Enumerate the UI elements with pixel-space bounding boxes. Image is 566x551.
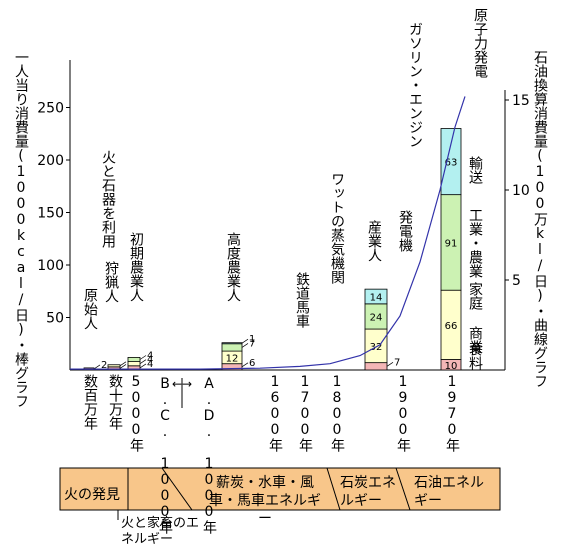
x-label: 1900年 [395, 374, 411, 452]
legend-household: 家庭 商業 [467, 282, 483, 354]
annotation-watt: ワットの蒸気機関 [329, 172, 345, 284]
bar-segment [364, 288, 388, 305]
bar-value: 10 [445, 361, 458, 372]
bar-segment [364, 362, 388, 371]
left-tick-label: 200 [37, 153, 64, 169]
x-label: 1800年 [329, 374, 345, 452]
x-label: B.C. 1000年 [157, 376, 173, 534]
timeline-divider [326, 467, 341, 511]
timeline-traditional: 薪炭・水車・風車・馬車エネルギー [209, 475, 321, 527]
bar-segment [221, 342, 243, 345]
bar-segment [127, 361, 141, 367]
legend-food: 食料 [467, 342, 483, 370]
x-label: 数百万年 [82, 374, 98, 430]
x-label: 1600年 [267, 374, 283, 452]
bar-value: 91 [445, 238, 458, 249]
era-label: 高度農業人 [225, 232, 241, 302]
annotation-generator: 発電機 [397, 210, 413, 252]
bar-value: 63 [445, 158, 458, 169]
timeline-layer [59, 467, 501, 520]
era-label: 原始人 [82, 288, 98, 330]
bar-value: 4 [147, 355, 153, 366]
left-tick-label: 150 [37, 206, 64, 222]
era-label: 初期農業人 [128, 232, 144, 302]
bar-value: 7 [394, 357, 400, 368]
bar-segment [440, 128, 462, 196]
bar-value: 12 [226, 353, 239, 364]
bar-value: 4 [147, 351, 153, 362]
bar-value-leader [241, 338, 249, 344]
right-axis-title: 石油換算消費量(100万kl/日)・曲線グラフ [532, 50, 548, 388]
timeline-fire: 火の発見 [64, 487, 120, 503]
bar-value: 66 [445, 321, 458, 332]
legend-transport: 輸送 [467, 156, 483, 184]
x-label: 5000年 [128, 374, 144, 452]
annotation-railway: 鉄道馬車 [294, 272, 310, 328]
consumption-curve [70, 96, 466, 370]
bar-value-leader [93, 364, 101, 370]
x-label: 1700年 [297, 374, 313, 452]
bar-value: 1 [249, 334, 255, 345]
right-tick-label: 15 [512, 93, 530, 109]
bar-value: 6 [249, 358, 255, 369]
bar-value-leader [386, 362, 394, 367]
era-arrow-icon: ←→ [172, 377, 192, 391]
bar-segment [107, 364, 121, 368]
legend-industry: 工業・農業 [467, 208, 483, 278]
bar-value-leader [139, 359, 147, 364]
timeline-divider [161, 467, 193, 511]
era-label: 狩猟人 [103, 261, 119, 303]
era-label: 産業人 [366, 220, 382, 262]
right-tick-label: 5 [512, 273, 521, 289]
bar-value: 24 [370, 312, 383, 323]
bar-value-leader [241, 343, 249, 348]
timeline-livestock-note: 火と家畜のエネルギー [121, 516, 200, 547]
timeline-divider [395, 467, 411, 511]
left-tick-label: 50 [46, 311, 64, 327]
curve-layer [70, 96, 466, 370]
bars-layer: 23244461271732241410669163 [83, 128, 462, 372]
bar-value-leader [119, 364, 127, 369]
bar-value-leader [241, 362, 249, 368]
x-label: 数十万年 [107, 374, 123, 430]
timeline-coal: 石炭エネルギー [340, 475, 396, 509]
bar-value-leader [139, 363, 147, 369]
bar-value-leader [119, 361, 127, 367]
bar-segment [221, 343, 243, 352]
annotation-gasoline: ガソリン・エンジン [407, 22, 423, 148]
bar-value: 14 [370, 293, 383, 304]
left-axis-title: 一人当り消費量(1000kcal/日)・棒グラフ [13, 50, 29, 408]
bar-segment [127, 356, 141, 362]
right-tick-label: 10 [512, 183, 530, 199]
timeline-oil: 石油エネルギー [414, 475, 484, 509]
x-label: A.D. 1000年 [201, 376, 217, 534]
bar-value: 4 [147, 359, 153, 370]
axes-layer: 50 100 150 200 250 5 10 15 ←→ [37, 60, 530, 408]
timeline-band [59, 467, 501, 511]
left-tick-label: 250 [37, 101, 64, 117]
left-tick-label: 100 [37, 258, 64, 274]
bar-value-leader [139, 355, 147, 360]
x-label: 1970年 [444, 374, 460, 452]
bar-value: 2 [101, 360, 107, 371]
bar-value: 7 [249, 338, 255, 349]
annotation-nuclear: 原子力発電 [472, 8, 488, 78]
annotation-fire-stone: 火と石器を利用 [100, 150, 116, 248]
